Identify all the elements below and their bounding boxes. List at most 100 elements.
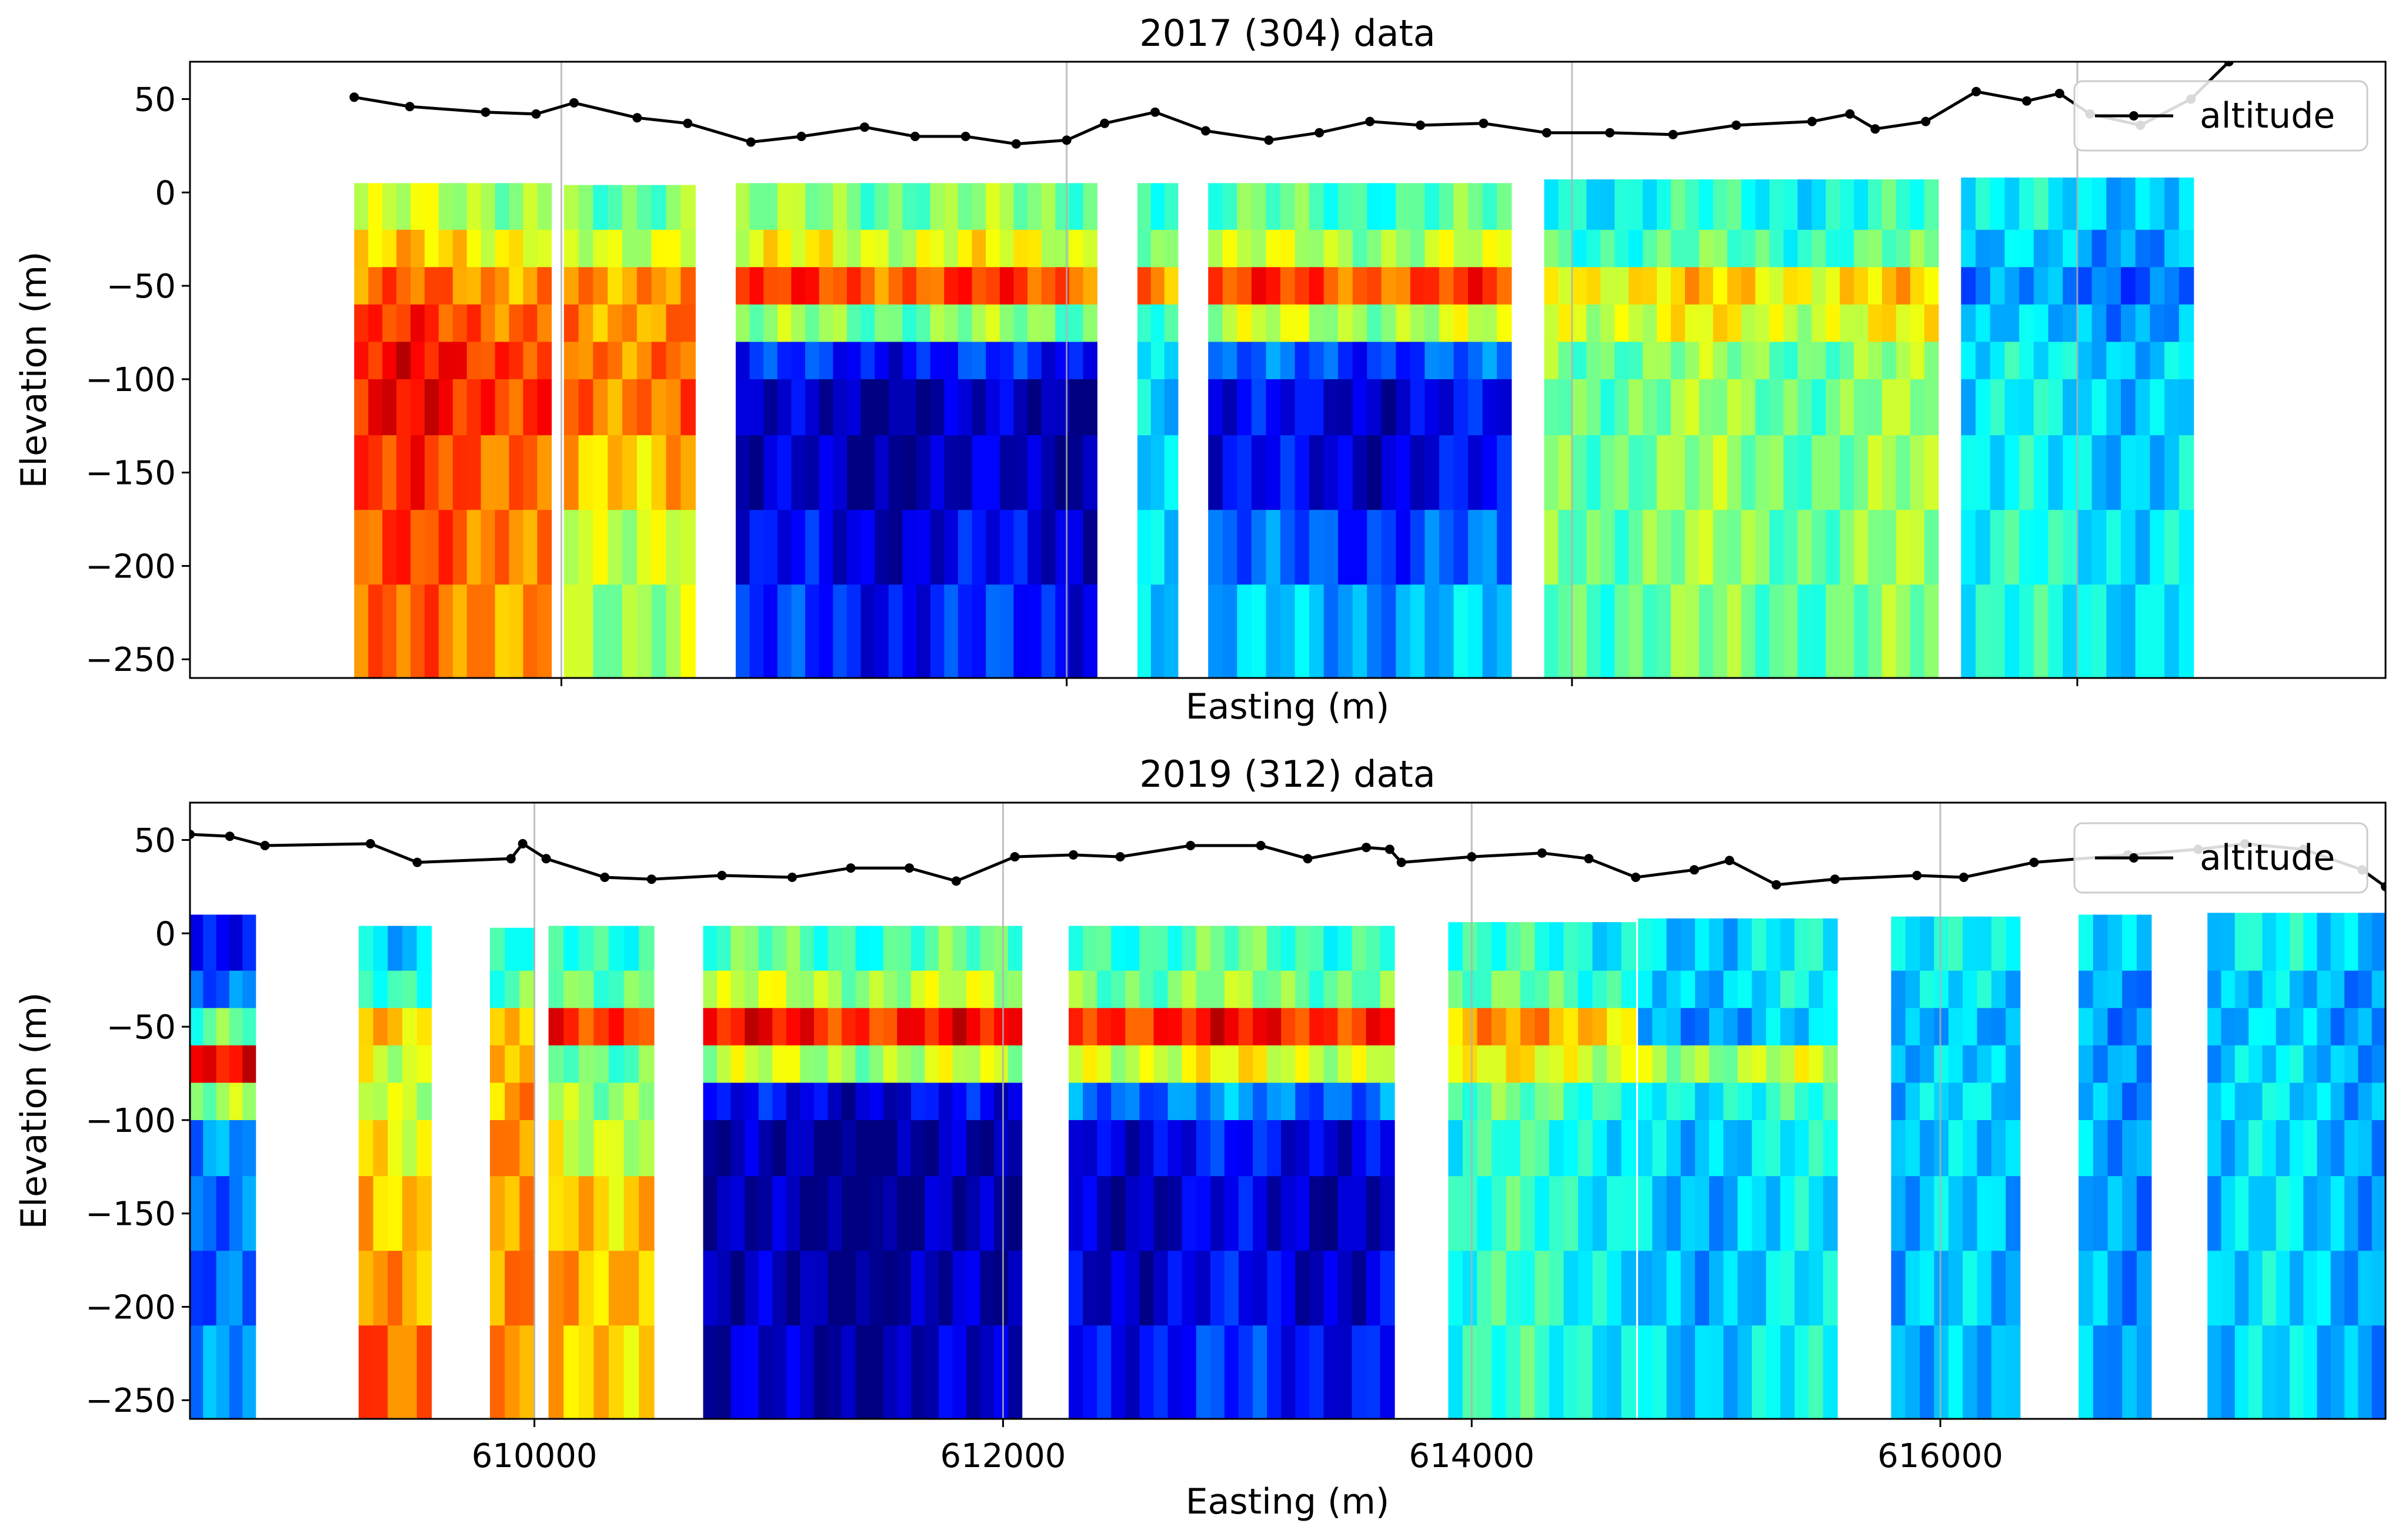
heatmap-cell — [902, 304, 917, 343]
heatmap-cell — [1723, 1008, 1739, 1046]
heatmap-cell — [1380, 926, 1395, 971]
heatmap-cell — [242, 1120, 256, 1177]
heatmap-cell — [1924, 267, 1939, 305]
heatmap-cell — [800, 1325, 815, 1419]
heatmap-cell — [1920, 916, 1935, 971]
heatmap-cell — [666, 185, 682, 231]
heatmap-cell — [749, 435, 764, 510]
altitude-point — [1724, 856, 1734, 866]
heatmap-cell — [980, 1008, 995, 1046]
heatmap-cell — [2121, 342, 2136, 380]
heatmap-cell — [396, 435, 411, 510]
heatmap-cell — [944, 510, 959, 585]
heatmap-cell — [495, 435, 510, 510]
heatmap-cell — [1840, 435, 1854, 510]
heatmap-cell — [373, 1083, 388, 1121]
heatmap-cell — [1600, 304, 1615, 343]
heatmap-cell — [805, 379, 820, 436]
heatmap-cell — [1352, 584, 1367, 678]
heatmap-cell — [1823, 1120, 1838, 1177]
heatmap-cell — [1752, 1120, 1767, 1177]
heatmap-cell — [1990, 584, 2006, 678]
heatmap-cell — [1367, 267, 1382, 305]
heatmap-cell — [452, 379, 468, 436]
heatmap-cell — [1424, 267, 1440, 305]
heatmap-cell — [703, 1325, 718, 1419]
heatmap-cell — [1520, 922, 1536, 971]
heatmap-cell — [819, 183, 833, 231]
heatmap-cell — [2079, 1083, 2094, 1121]
heatmap-cell — [1723, 918, 1739, 971]
heatmap-cell — [354, 510, 369, 585]
heatmap-cell — [1013, 229, 1028, 268]
heatmap-cell — [1462, 922, 1478, 971]
heatmap-cell — [869, 970, 884, 1009]
heatmap-cell — [925, 1325, 939, 1419]
heatmap-cell — [1380, 1120, 1395, 1177]
heatmap-cell — [636, 435, 652, 510]
heatmap-cell — [505, 1251, 521, 1326]
heatmap-cell — [2063, 435, 2078, 510]
heatmap-cell — [537, 267, 552, 305]
heatmap-cell — [373, 1325, 388, 1419]
heatmap-cell — [1924, 379, 1939, 436]
heatmap-cell — [1544, 379, 1559, 436]
heatmap-cell — [1991, 916, 2006, 971]
heatmap-cell — [1607, 970, 1622, 1009]
heatmap-cell — [1323, 342, 1339, 380]
heatmap-cell — [639, 1008, 655, 1046]
heatmap-cell — [1069, 1083, 1083, 1121]
heatmap-cell — [1709, 1083, 1724, 1121]
heatmap-cell — [2330, 913, 2345, 971]
heatmap-cell — [828, 1008, 842, 1046]
heatmap-cell — [703, 1083, 718, 1121]
heatmap-cell — [842, 926, 856, 971]
heatmap-cell — [2135, 304, 2151, 343]
heatmap-cell — [2317, 1120, 2331, 1177]
heatmap-cell — [1963, 1120, 1978, 1177]
heatmap-cell — [1578, 1176, 1593, 1251]
altitude-point — [1416, 121, 1425, 130]
heatmap-cell — [1338, 510, 1353, 585]
heatmap-cell — [1741, 267, 1756, 305]
heatmap-cell — [902, 510, 917, 585]
heatmap-cell — [2248, 1008, 2263, 1046]
heatmap-cell — [980, 1083, 995, 1121]
heatmap-cell — [388, 926, 403, 971]
heatmap-cell — [358, 926, 374, 971]
heatmap-cell — [2122, 914, 2137, 971]
heatmap-cell — [1766, 1120, 1781, 1177]
heatmap-cell — [509, 304, 524, 343]
heatmap-cell — [972, 379, 986, 436]
heatmap-cell — [563, 435, 579, 510]
heatmap-cell — [735, 435, 750, 510]
y-tick-label: −150 — [85, 1195, 176, 1234]
heatmap-cell — [680, 584, 696, 678]
heatmap-cell — [1477, 1083, 1492, 1121]
heatmap-cell — [1727, 179, 1742, 231]
heatmap-cell — [1125, 1325, 1140, 1419]
heatmap-cell — [190, 1176, 204, 1251]
heatmap-cell — [814, 926, 829, 971]
heatmap-cell — [1652, 1325, 1667, 1419]
heatmap-cell — [1506, 1176, 1521, 1251]
heatmap-cell — [1453, 584, 1469, 678]
heatmap-cell — [842, 970, 856, 1009]
heatmap-cell — [1607, 1325, 1622, 1419]
heatmap-cell — [1069, 1325, 1083, 1419]
heatmap-cell — [1766, 1251, 1781, 1326]
heatmap-cell — [1769, 229, 1784, 268]
heatmap-cell — [786, 1045, 801, 1084]
heatmap-cell — [925, 1251, 939, 1326]
heatmap-cell — [481, 435, 496, 510]
heatmap-cell — [758, 970, 773, 1009]
heatmap-cell — [2248, 1251, 2263, 1326]
heatmap-cell — [1337, 1251, 1353, 1326]
heatmap-cell — [608, 185, 623, 231]
heatmap-cell — [578, 229, 594, 268]
heatmap-cell — [1139, 1325, 1155, 1419]
heatmap-cell — [680, 379, 696, 436]
heatmap-cell — [2091, 435, 2107, 510]
heatmap-cell — [216, 914, 230, 971]
heatmap-cell — [1694, 1325, 1710, 1419]
